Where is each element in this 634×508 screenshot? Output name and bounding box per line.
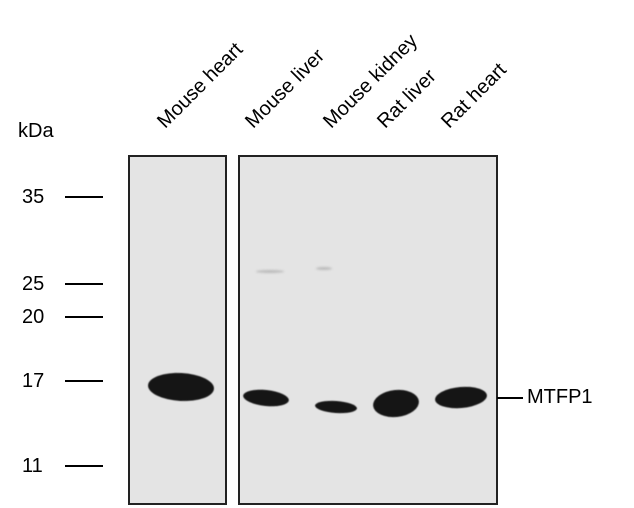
band-pointer-line [497,397,523,399]
marker-tick [65,283,103,285]
marker-tick [65,316,103,318]
marker-17: 17 [22,370,45,392]
lane-label-mouse-kidney: Mouse kidney [319,29,422,133]
marker-35: 35 [22,186,45,208]
blot-panel-left [128,155,227,505]
marker-11: 11 [22,455,43,477]
unit-label: kDa [18,120,54,142]
band-label-mtfp1: MTFP1 [527,386,593,408]
marker-tick [65,465,103,467]
lane-label-rat-heart: Rat heart [437,58,511,133]
blot-panel-right [238,155,498,505]
lane-label-mouse-heart: Mouse heart [153,38,248,133]
faint-band [256,270,284,273]
marker-tick [65,196,103,198]
lane-label-mouse-liver: Mouse liver [241,44,330,133]
faint-band [316,267,332,270]
marker-20: 20 [22,306,45,328]
marker-tick [65,380,103,382]
marker-25: 25 [22,273,45,295]
